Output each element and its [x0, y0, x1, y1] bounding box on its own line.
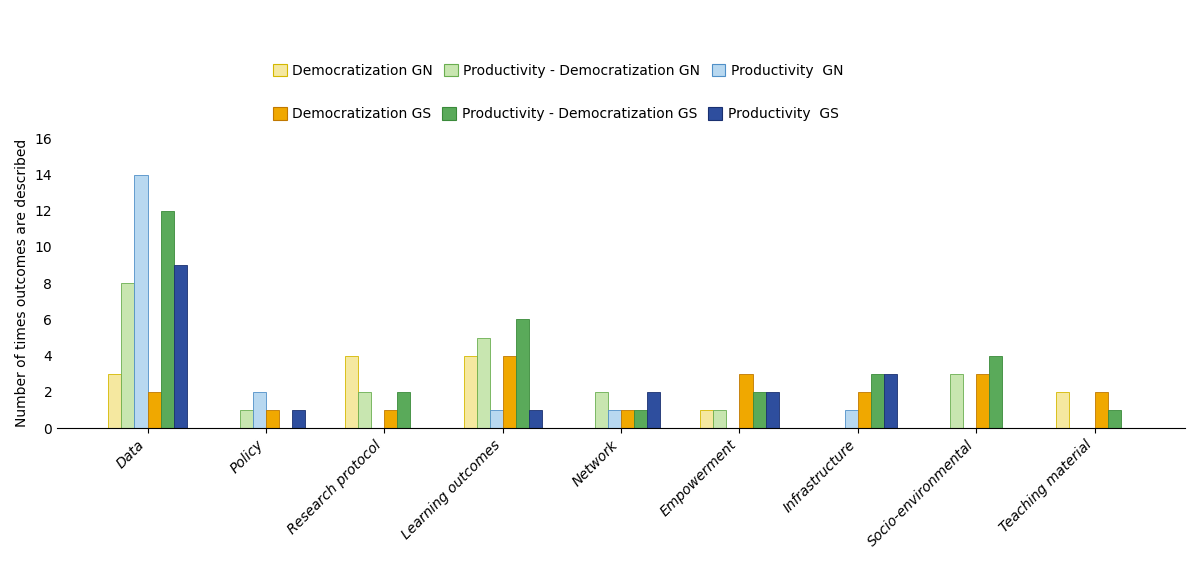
Bar: [503, 356, 516, 428]
Bar: [397, 392, 410, 428]
Bar: [359, 392, 371, 428]
Bar: [476, 337, 490, 428]
Bar: [134, 174, 148, 428]
Bar: [1108, 410, 1121, 428]
Bar: [161, 211, 174, 428]
Bar: [739, 374, 752, 428]
Bar: [516, 319, 529, 428]
Bar: [977, 374, 989, 428]
Bar: [608, 410, 622, 428]
Bar: [989, 356, 1002, 428]
Bar: [1094, 392, 1108, 428]
Bar: [1056, 392, 1069, 428]
Bar: [174, 265, 186, 428]
Bar: [253, 392, 266, 428]
Bar: [148, 392, 161, 428]
Bar: [858, 392, 871, 428]
Bar: [884, 374, 896, 428]
Bar: [121, 283, 134, 428]
Bar: [108, 374, 121, 428]
Bar: [463, 356, 476, 428]
Bar: [292, 410, 305, 428]
Bar: [701, 410, 714, 428]
Bar: [622, 410, 634, 428]
Bar: [647, 392, 660, 428]
Bar: [714, 410, 726, 428]
Bar: [752, 392, 766, 428]
Bar: [871, 374, 884, 428]
Bar: [766, 392, 779, 428]
Bar: [634, 410, 647, 428]
Legend: Democratization GS, Productivity - Democratization GS, Productivity  GS: Democratization GS, Productivity - Democ…: [268, 102, 844, 127]
Bar: [950, 374, 964, 428]
Bar: [490, 410, 503, 428]
Bar: [845, 410, 858, 428]
Bar: [240, 410, 253, 428]
Bar: [384, 410, 397, 428]
Bar: [266, 410, 278, 428]
Y-axis label: Number of times outcomes are described: Number of times outcomes are described: [16, 139, 29, 428]
Bar: [595, 392, 608, 428]
Bar: [529, 410, 541, 428]
Bar: [346, 356, 359, 428]
